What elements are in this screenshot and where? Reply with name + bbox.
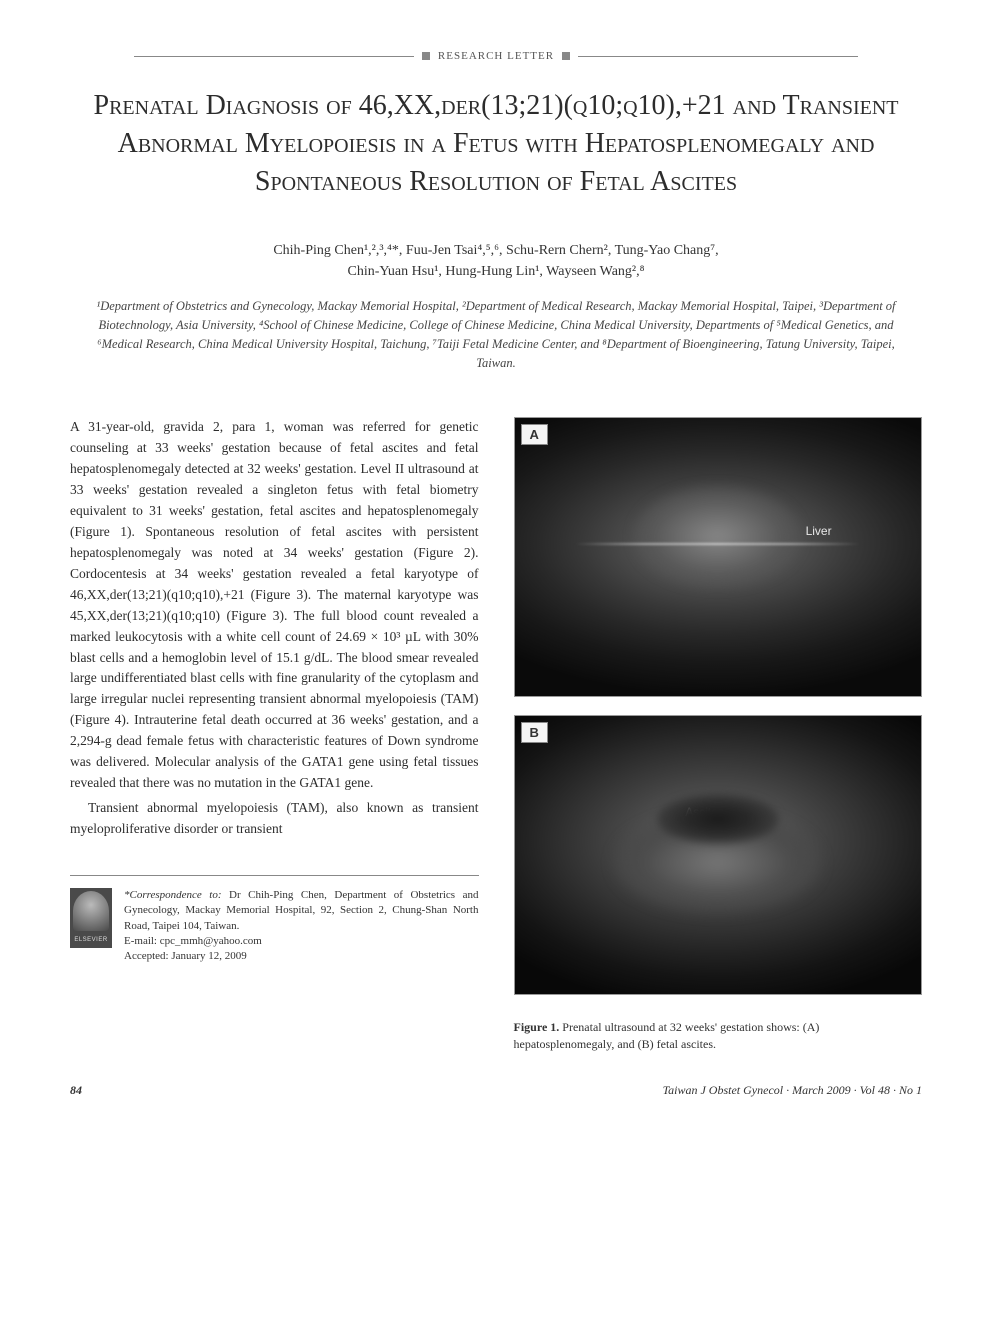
content-columns: A 31-year-old, gravida 2, para 1, woman … <box>70 417 922 1053</box>
authors-line-2: Chin-Yuan Hsu¹, Hung-Hung Lin¹, Wayseen … <box>70 261 922 282</box>
email-value: cpc_mmh@yahoo.com <box>160 935 262 947</box>
panel-b-label: B <box>521 722 548 743</box>
figure-1-panel-b: Ascites B <box>514 715 923 995</box>
section-header: RESEARCH LETTER <box>70 50 922 62</box>
ornament-box-right <box>562 52 570 60</box>
rule-right <box>578 56 858 57</box>
figure-1-caption: Figure 1. Prenatal ultrasound at 32 week… <box>514 1019 923 1053</box>
rule-left <box>134 56 414 57</box>
email-label: E-mail: <box>124 935 160 947</box>
correspondence-block: ELSEVIER *Correspondence to: Dr Chih-Pin… <box>70 875 479 965</box>
page: RESEARCH LETTER Prenatal Diagnosis of 46… <box>0 0 992 1323</box>
article-title: Prenatal Diagnosis of 46,XX,der(13;21)(q… <box>70 87 922 200</box>
elsevier-tree-icon <box>73 891 109 931</box>
authors-block: Chih-Ping Chen¹,²,³,⁴*, Fuu-Jen Tsai⁴,⁵,… <box>70 240 922 282</box>
affiliations: ¹Department of Obstetrics and Gynecology… <box>70 297 922 372</box>
journal-reference: Taiwan J Obstet Gynecol · March 2009 · V… <box>663 1083 922 1098</box>
liver-label: Liver <box>806 524 832 538</box>
correspondence-label: *Correspondence to: <box>124 889 222 901</box>
figure-caption-text: Prenatal ultrasound at 32 weeks' gestati… <box>514 1020 820 1051</box>
ornament-box-left <box>422 52 430 60</box>
accepted-date: Accepted: January 12, 2009 <box>124 950 247 962</box>
elsevier-brand-text: ELSEVIER <box>74 936 107 945</box>
ultrasound-image-a: Liver <box>515 418 922 696</box>
page-number: 84 <box>70 1083 82 1098</box>
elsevier-logo: ELSEVIER <box>70 888 112 948</box>
authors-line-1: Chih-Ping Chen¹,²,³,⁴*, Fuu-Jen Tsai⁴,⁵,… <box>70 240 922 261</box>
panel-a-label: A <box>521 424 548 445</box>
right-column: Liver A Ascites B Figure 1. Prenatal ult… <box>514 417 923 1053</box>
ascites-label: Ascites <box>685 805 724 819</box>
body-paragraph-1: A 31-year-old, gravida 2, para 1, woman … <box>70 417 479 794</box>
left-column: A 31-year-old, gravida 2, para 1, woman … <box>70 417 479 1053</box>
section-label: RESEARCH LETTER <box>438 50 554 62</box>
correspondence-text: *Correspondence to: Dr Chih-Ping Chen, D… <box>124 888 479 965</box>
figure-1-panel-a: Liver A <box>514 417 923 697</box>
body-paragraph-2: Transient abnormal myelopoiesis (TAM), a… <box>70 798 479 840</box>
ultrasound-image-b: Ascites <box>515 716 922 994</box>
figure-caption-label: Figure 1. <box>514 1020 560 1034</box>
page-footer: 84 Taiwan J Obstet Gynecol · March 2009 … <box>70 1083 922 1098</box>
